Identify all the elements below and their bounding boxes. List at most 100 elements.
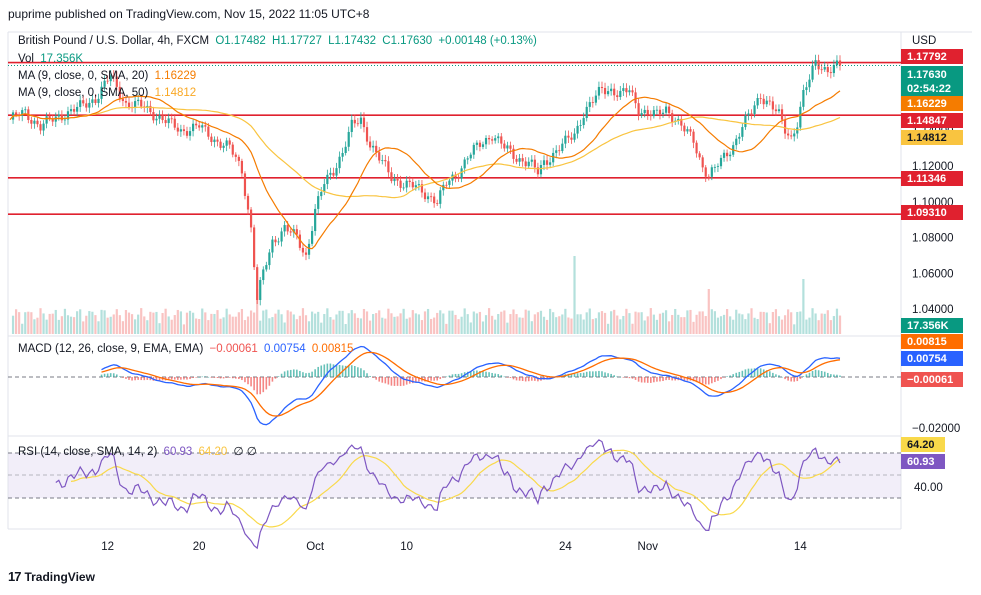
macd-hist-bar: [601, 371, 603, 377]
macd-hist-bar: [637, 377, 640, 382]
macd-hist-bar: [180, 377, 182, 380]
volume-bar: [79, 309, 82, 334]
volume-bar: [484, 315, 488, 334]
macd-hist-bar: [671, 377, 673, 381]
macd-hist-bar: [524, 377, 527, 382]
volume-bar: [423, 311, 427, 334]
candle: [515, 154, 518, 165]
rsi-legend[interactable]: RSI (14, close, SMA, 14, 2) 60.93 64.20 …: [18, 444, 260, 458]
macd-hist-bar: [592, 371, 594, 377]
macd-hist-bar: [659, 377, 661, 382]
candle: [768, 95, 771, 106]
volume-bar: [426, 308, 430, 334]
macd-hist-bar: [225, 377, 228, 378]
volume-bar: [478, 311, 482, 334]
volume-bar: [698, 311, 701, 334]
volume-bar: [600, 311, 604, 334]
volume-bar: [30, 312, 33, 334]
macd-hist-bar: [112, 373, 115, 377]
macd-hist-bar: [424, 377, 426, 382]
volume-bar: [155, 311, 158, 334]
volume-bar: [793, 324, 796, 334]
volume-bar: [301, 308, 305, 334]
candle: [335, 162, 338, 180]
candle: [643, 105, 646, 118]
candle: [600, 81, 604, 94]
macd-hist-bar: [726, 376, 728, 377]
volume-bar: [27, 311, 30, 334]
macd-hist-bar: [479, 371, 481, 377]
time-tick: 14: [794, 541, 807, 553]
volume-bar: [179, 311, 182, 334]
tradingview-footer[interactable]: 17 TradingView: [8, 569, 95, 584]
volume-bar: [402, 308, 405, 334]
volume-bar: [780, 319, 784, 334]
volume-legend[interactable]: Vol 17.356K: [18, 53, 86, 65]
macd-hist-bar: [814, 369, 817, 377]
tradingview-logo-icon: 17: [8, 569, 22, 584]
candle: [167, 113, 170, 129]
candle: [564, 130, 567, 149]
candle: [478, 140, 482, 152]
macd-hist-bar: [497, 374, 500, 377]
ma50-legend[interactable]: MA (9, close, 0, SMA, 50) 1.14812: [18, 87, 199, 99]
candle: [268, 249, 271, 270]
tag-macd-signal: 0.00815: [901, 334, 963, 349]
macd-hist-bar: [808, 372, 811, 377]
volume-bar: [689, 309, 692, 334]
volume-bar: [588, 308, 591, 334]
candle: [417, 179, 420, 191]
svg-text:−0.00061: −0.00061: [907, 374, 953, 386]
symbol-name[interactable]: British Pound / U.S. Dollar, 4h, FXCM: [18, 35, 210, 47]
candle: [82, 95, 85, 107]
candle: [658, 105, 662, 120]
volume-bar: [835, 308, 839, 334]
candle: [631, 85, 634, 96]
volume-bar: [259, 320, 262, 334]
volume-bar: [747, 313, 750, 334]
candle: [134, 95, 137, 114]
volume-bar: [573, 256, 576, 334]
candle: [426, 192, 430, 204]
macd-legend[interactable]: MACD (12, 26, close, 9, EMA, EMA) −0.000…: [18, 343, 356, 355]
candlesticks: [11, 54, 842, 306]
candle: [646, 105, 649, 120]
candle: [338, 151, 341, 174]
volume-bar: [304, 315, 308, 334]
volume-bar: [329, 317, 332, 334]
macd-hist-bar: [817, 370, 820, 377]
volume-bar: [655, 319, 659, 334]
macd-hist-bar: [372, 377, 374, 378]
volume-bar: [753, 317, 756, 334]
volume-bar: [173, 315, 176, 334]
volume-bar: [643, 320, 646, 334]
time-tick: 10: [400, 541, 413, 553]
ma20-legend[interactable]: MA (9, close, 0, SMA, 20) 1.16229: [18, 70, 199, 82]
macd-hist-bar: [531, 377, 533, 381]
macd-hist-bar: [125, 377, 127, 379]
candle: [753, 101, 756, 118]
macd-hist-bar: [582, 372, 585, 377]
macd-hist-bar: [714, 377, 716, 383]
macd-hist-bar: [598, 370, 600, 377]
macd-hist-bar: [183, 377, 185, 380]
candle: [295, 224, 298, 240]
volume-bar: [240, 308, 244, 334]
time-axis[interactable]: 12 20 Oct 10 24 Nov 14: [101, 541, 807, 553]
ma50-value: 1.14812: [154, 87, 197, 99]
candle: [198, 121, 201, 131]
volume-bar: [39, 308, 42, 334]
volume-bar: [805, 319, 808, 334]
candle: [219, 138, 222, 151]
macd-hist-bar: [427, 377, 429, 382]
macd-hist-bar: [439, 377, 442, 380]
candle: [472, 142, 475, 159]
volume-bar: [652, 314, 655, 334]
macd-hist-bar: [640, 377, 643, 383]
tag-level1: 1.14847: [901, 113, 963, 128]
macd-hist-value: −0.00061: [209, 343, 258, 355]
candle: [42, 120, 45, 136]
macd-hist-bar: [317, 366, 319, 377]
ma20-value: 1.16229: [154, 70, 197, 82]
